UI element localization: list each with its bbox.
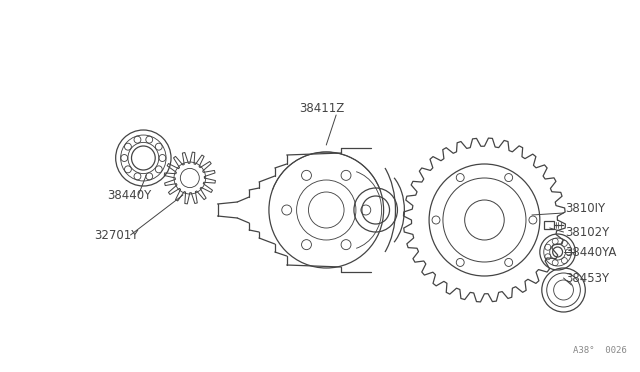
Text: 38440Y: 38440Y — [107, 189, 151, 202]
Bar — [544, 221, 554, 229]
Text: 3810IY: 3810IY — [566, 202, 605, 215]
Text: 38411Z: 38411Z — [300, 102, 345, 115]
Text: 38453Y: 38453Y — [566, 272, 610, 285]
Text: A38°  0026: A38° 0026 — [573, 346, 627, 355]
Text: 32701Y: 32701Y — [94, 228, 138, 241]
Text: 38440YA: 38440YA — [566, 246, 617, 259]
Text: 38102Y: 38102Y — [566, 225, 610, 238]
